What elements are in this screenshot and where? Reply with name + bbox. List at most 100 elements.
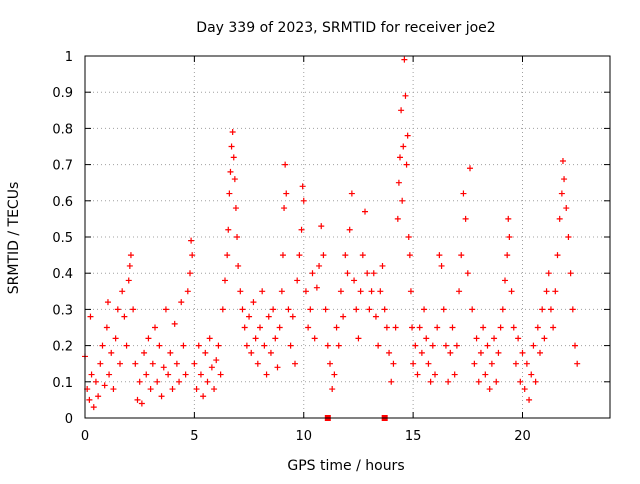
data-point xyxy=(114,306,121,313)
data-point xyxy=(331,371,338,378)
data-point xyxy=(162,306,169,313)
data-point xyxy=(372,313,379,320)
data-point xyxy=(534,324,541,331)
data-point xyxy=(143,371,150,378)
data-point xyxy=(366,306,373,313)
data-point xyxy=(200,393,207,400)
data-point xyxy=(508,288,515,295)
x-tick-label: 20 xyxy=(514,429,531,444)
data-point xyxy=(353,306,360,313)
data-point xyxy=(530,342,537,349)
data-point xyxy=(285,306,292,313)
data-point xyxy=(399,197,406,204)
y-tick-label: 0.5 xyxy=(52,231,73,246)
data-point xyxy=(97,360,104,367)
data-point xyxy=(351,277,358,284)
data-point xyxy=(182,371,189,378)
y-tick-label: 0.2 xyxy=(52,340,73,355)
data-point xyxy=(187,270,193,277)
data-point xyxy=(274,364,281,371)
data-point xyxy=(156,342,163,349)
data-point xyxy=(521,386,528,393)
data-point xyxy=(225,226,232,233)
y-tick-label: 0.9 xyxy=(52,86,73,101)
data-point xyxy=(547,306,554,313)
y-tick-label: 0.8 xyxy=(52,122,73,137)
data-point xyxy=(329,386,336,393)
data-point xyxy=(414,371,421,378)
data-point xyxy=(569,306,576,313)
data-point xyxy=(222,277,228,284)
plot-frame xyxy=(84,55,611,419)
data-point xyxy=(429,342,436,349)
data-point xyxy=(231,176,238,183)
data-point xyxy=(86,396,93,403)
data-point xyxy=(165,371,172,378)
data-point xyxy=(506,234,513,240)
data-point xyxy=(121,313,128,320)
data-point xyxy=(195,342,202,349)
data-point xyxy=(296,252,303,259)
data-point xyxy=(438,262,445,269)
data-points xyxy=(82,56,581,411)
data-point xyxy=(101,382,108,389)
data-point xyxy=(392,324,399,331)
data-point xyxy=(342,252,349,259)
data-point xyxy=(486,386,493,393)
data-point xyxy=(471,360,478,367)
data-point xyxy=(567,270,574,277)
data-point xyxy=(263,371,270,378)
data-point xyxy=(119,288,126,295)
data-point xyxy=(254,360,261,367)
data-point xyxy=(234,234,241,240)
chart-title: Day 339 of 2023, SRMTID for receiver joe… xyxy=(196,20,495,36)
data-point xyxy=(442,342,449,349)
data-point xyxy=(456,288,463,295)
data-point xyxy=(403,161,410,168)
data-point xyxy=(559,157,566,164)
data-point xyxy=(379,262,386,269)
data-point xyxy=(252,335,259,342)
data-point xyxy=(427,378,434,385)
data-point xyxy=(270,306,277,313)
data-point xyxy=(167,349,174,356)
data-point xyxy=(213,357,220,364)
data-point xyxy=(267,349,274,356)
data-point xyxy=(322,306,329,313)
data-point xyxy=(397,154,403,161)
data-point xyxy=(134,396,141,403)
data-point xyxy=(523,360,530,367)
data-point xyxy=(475,378,482,385)
data-point xyxy=(117,360,123,367)
data-point xyxy=(528,371,535,378)
data-point xyxy=(574,360,581,367)
data-point xyxy=(488,360,495,367)
data-point xyxy=(480,324,487,331)
data-point xyxy=(248,349,255,356)
data-point xyxy=(232,205,239,212)
data-point xyxy=(418,349,425,356)
data-point xyxy=(95,393,102,400)
data-point xyxy=(364,270,371,277)
data-point xyxy=(173,360,180,367)
data-point xyxy=(327,360,333,367)
y-tick-label: 0.4 xyxy=(52,267,73,282)
y-tick-label: 0.6 xyxy=(52,195,73,210)
data-point xyxy=(348,190,355,197)
data-point xyxy=(324,342,331,349)
data-point xyxy=(572,342,578,349)
data-point xyxy=(87,313,94,320)
data-point xyxy=(211,386,218,393)
data-point xyxy=(359,252,366,259)
data-point xyxy=(410,360,417,367)
data-point xyxy=(123,342,130,349)
data-point xyxy=(88,371,95,378)
data-point xyxy=(375,342,382,349)
data-point xyxy=(416,324,423,331)
data-point xyxy=(526,396,533,403)
data-point xyxy=(469,306,476,313)
data-point xyxy=(395,179,402,186)
data-point xyxy=(208,364,215,371)
data-point xyxy=(282,161,289,168)
data-point xyxy=(409,324,416,331)
